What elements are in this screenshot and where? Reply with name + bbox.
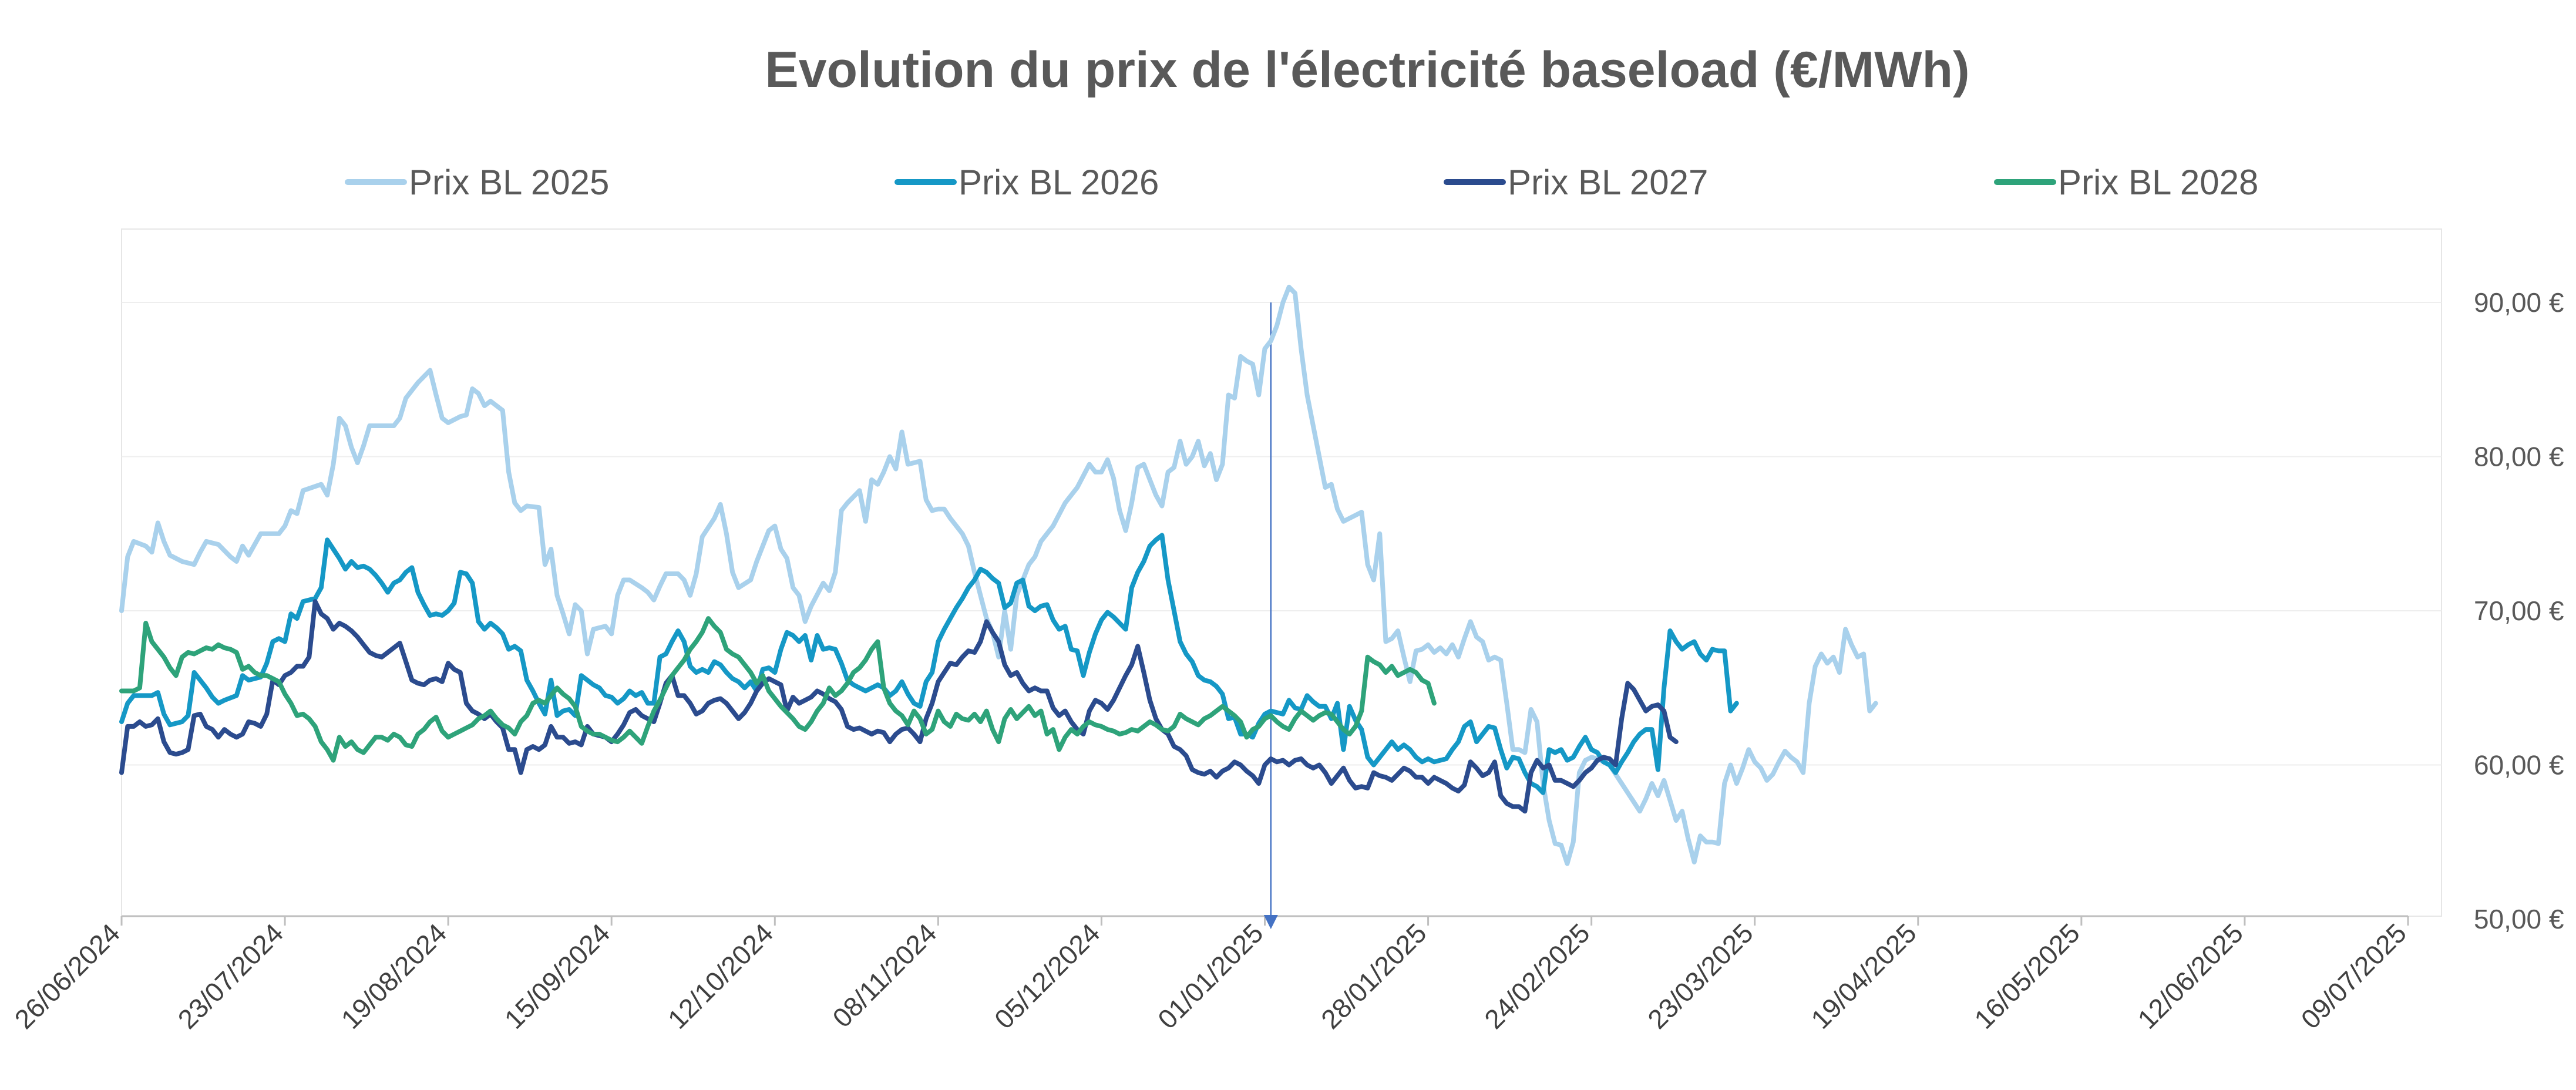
- series-line-3: [119, 599, 1679, 814]
- series-group: [119, 284, 1878, 866]
- chart-title: Evolution du prix de l'électricité basel…: [765, 42, 1969, 98]
- y-tick-label: 50,00 €: [2474, 904, 2564, 934]
- legend-label-2: Prix BL 2026: [959, 163, 1159, 202]
- y-axis: 50,00 € 60,00 € 70,00 € 80,00 € 90,00 €: [2474, 287, 2564, 934]
- y-tick-label: 60,00 €: [2474, 750, 2564, 781]
- legend-label-3: Prix BL 2027: [1508, 163, 1708, 202]
- legend-label-1: Prix BL 2025: [409, 163, 609, 202]
- series-line-2: [119, 533, 1739, 795]
- legend-label-4: Prix BL 2028: [2058, 163, 2258, 202]
- marker-arrow: [1263, 915, 1278, 929]
- y-tick-label: 70,00 €: [2474, 596, 2564, 626]
- reference-marker: [1263, 302, 1278, 929]
- y-tick-label: 80,00 €: [2474, 442, 2564, 472]
- series-line-4: [119, 616, 1437, 763]
- y-tick-label: 90,00 €: [2474, 287, 2564, 318]
- legend: Prix BL 2025 Prix BL 2026 Prix BL 2027 Prix…: [345, 163, 2258, 202]
